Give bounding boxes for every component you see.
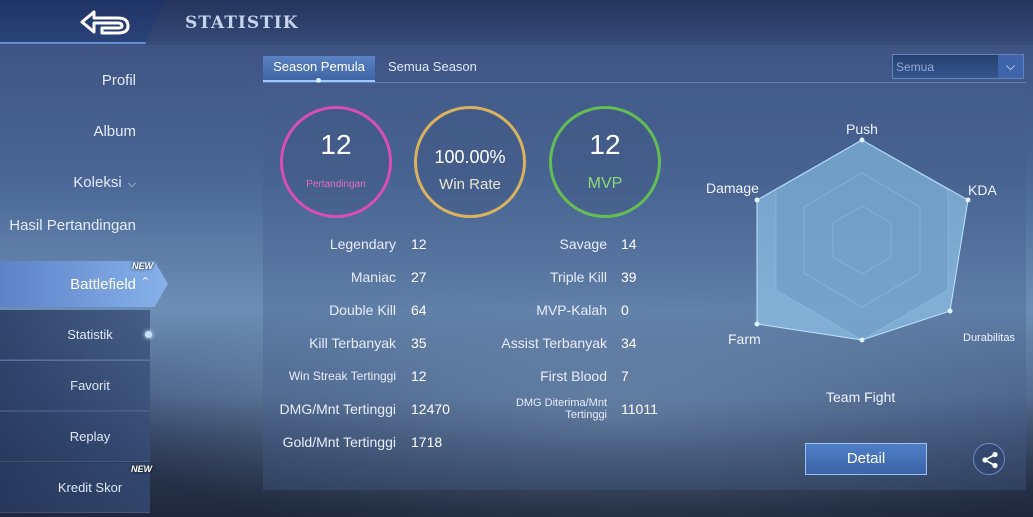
detail-button[interactable]: Detail — [805, 443, 927, 475]
subitem-label: Kredit Skor — [57, 480, 123, 495]
matches-label: Pertandingan — [306, 179, 366, 190]
subitem-replay[interactable]: Replay — [0, 412, 150, 462]
stat-label: Triple Kill — [549, 269, 607, 285]
radar-point — [754, 321, 760, 327]
stat-value: 14 — [621, 236, 637, 252]
page-title: STATISTIK — [185, 13, 299, 33]
tab-season-pemula[interactable]: Season Pemula — [263, 56, 375, 83]
subitem-kredit-skor[interactable]: Kredit Skor — [0, 463, 150, 513]
win-rate-label: Win Rate — [439, 176, 501, 193]
radar-label-farm: Farm — [728, 331, 761, 347]
mvp-circle: 12 MVP — [549, 106, 661, 218]
mvp-label: MVP — [587, 175, 623, 192]
stat-value: 12470 — [411, 401, 450, 417]
subitem-label: Replay — [69, 429, 111, 444]
radar-point — [859, 337, 865, 343]
radar-point — [965, 197, 971, 203]
sidebar-item-profil[interactable]: Profil — [0, 72, 150, 89]
stat-label: Win Streak Tertinggi — [288, 369, 396, 383]
share-button[interactable] — [973, 443, 1005, 475]
stat-label: First Blood — [540, 368, 607, 384]
mvp-value: 12 — [589, 129, 621, 160]
stat-value: 0 — [621, 302, 629, 318]
select-value: Semua — [896, 60, 935, 74]
new-badge: NEW — [131, 464, 152, 474]
tab-label: Semua Season — [388, 59, 477, 74]
stat-value: 39 — [621, 269, 637, 285]
season-filter-select[interactable]: Semua ⌵ — [892, 54, 1024, 79]
subitem-label: Statistik — [67, 327, 113, 342]
back-button[interactable] — [0, 0, 165, 44]
sidebar-item-koleksi[interactable]: Koleksi ⌵ — [0, 174, 150, 193]
sidebar-item-label: Koleksi — [73, 174, 122, 191]
radar-label-kda: KDA — [968, 182, 997, 198]
stat-label: Savage — [559, 236, 607, 252]
new-badge: NEW — [132, 261, 153, 271]
stat-label: DMG Diterima/Mnt Tertinggi — [515, 397, 607, 421]
stat-value: 35 — [411, 335, 427, 351]
stat-label: Legendary — [329, 236, 396, 252]
sidebar: Profil Album Koleksi ⌵ Hasil Pertandingan… — [0, 45, 168, 517]
matches-value: 12 — [320, 129, 352, 160]
sidebar-item-label: Album — [93, 123, 136, 140]
stat-label: Gold/Mnt Tertinggi — [282, 434, 396, 450]
stat-value: 12 — [411, 368, 427, 384]
stat-value: 1718 — [411, 434, 443, 450]
chevron-up-icon: ⌃ — [140, 276, 150, 288]
sidebar-item-label: Hasil Pertandingan — [9, 217, 136, 234]
stat-value: 34 — [621, 335, 637, 351]
stat-value: 64 — [411, 302, 427, 318]
tab-indicator-icon — [316, 78, 321, 83]
stat-value: 7 — [621, 368, 629, 384]
radar-label-durabilitas: Durabilitas — [963, 332, 1015, 344]
win-rate-circle: 100.00% Win Rate — [414, 106, 526, 218]
stat-label: MVP-Kalah — [536, 302, 607, 318]
tab-semua-season[interactable]: Semua Season — [378, 56, 487, 82]
stat-value: 12 — [411, 236, 427, 252]
active-dot-icon — [145, 331, 152, 338]
radar-label-damage: Damage — [706, 180, 759, 196]
radar-point — [754, 197, 760, 203]
radar-point — [947, 308, 953, 314]
subitem-label: Favorit — [70, 378, 110, 393]
radar-label-push: Push — [846, 121, 878, 137]
stat-label: Kill Terbanyak — [309, 335, 396, 351]
back-arrow-icon — [80, 10, 130, 35]
share-icon — [982, 451, 998, 469]
stat-value: 11011 — [621, 401, 658, 417]
subitem-statistik[interactable]: Statistik — [0, 310, 152, 360]
chevron-down-icon: ⌵ — [127, 178, 136, 190]
subitem-favorit[interactable]: Favorit — [0, 361, 150, 411]
sidebar-item-label: Battlefield — [70, 276, 136, 293]
stat-label: Assist Terbanyak — [501, 335, 607, 351]
stat-value: 27 — [411, 269, 427, 285]
sidebar-item-battlefield[interactable]: Battlefield ⌃ — [0, 261, 168, 307]
sidebar-item-label: Profil — [101, 72, 136, 89]
matches-circle: 12 Pertandingan — [280, 106, 392, 218]
stat-label: Maniac — [350, 269, 396, 285]
radar-chart — [754, 137, 971, 343]
chevron-down-icon: ⌵ — [998, 55, 1023, 78]
stat-label: Double Kill — [329, 302, 396, 318]
stat-label: DMG/Mnt Tertinggi — [279, 401, 396, 417]
win-rate-value: 100.00% — [434, 147, 506, 167]
top-bar — [0, 0, 1033, 45]
sidebar-item-album[interactable]: Album — [0, 123, 150, 140]
radar-point — [859, 137, 865, 143]
tab-label: Season Pemula — [273, 59, 365, 74]
sidebar-item-hasil-pertandingan[interactable]: Hasil Pertandingan — [0, 217, 150, 234]
radar-label-team-fight: Team Fight — [826, 389, 896, 405]
radar-shape — [756, 139, 969, 341]
